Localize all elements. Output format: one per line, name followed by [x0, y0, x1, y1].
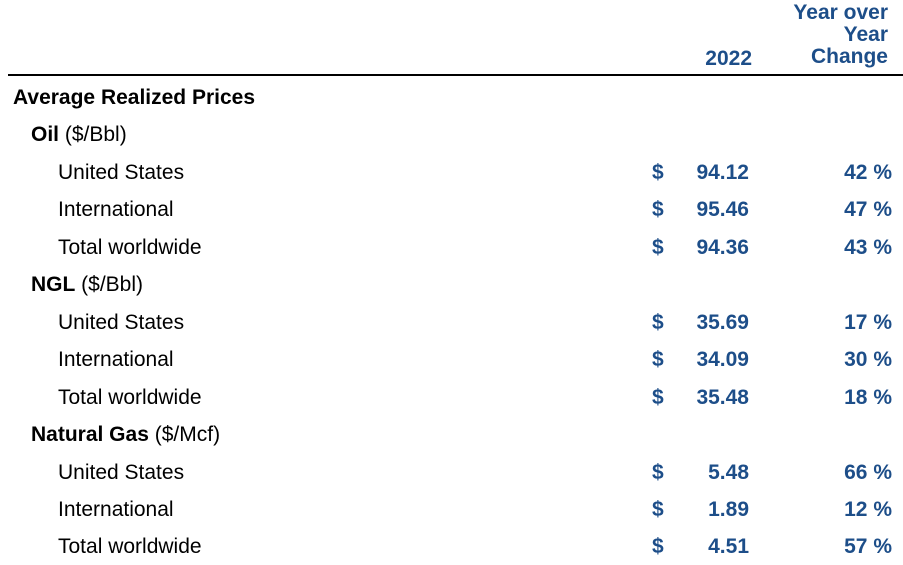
row-label: United States	[58, 461, 185, 484]
change-value: 57 %	[844, 535, 892, 558]
table-row: United States $ 5.48 66 %	[0, 454, 903, 491]
currency-symbol: $	[652, 498, 664, 521]
currency-symbol: $	[652, 198, 664, 221]
change-value: 12 %	[844, 498, 892, 521]
row-label: Total worldwide	[58, 236, 202, 259]
price-value: 34.09	[696, 348, 749, 371]
row-label: Total worldwide	[58, 386, 202, 409]
row-label: International	[58, 198, 174, 221]
currency-symbol: $	[652, 161, 664, 184]
row-label: United States	[58, 161, 185, 184]
group-unit: ($/Bbl)	[81, 273, 144, 296]
currency-symbol: $	[652, 461, 664, 484]
change-value: 66 %	[844, 461, 892, 484]
change-value: 17 %	[844, 311, 892, 334]
currency-symbol: $	[652, 236, 664, 259]
change-value: 30 %	[844, 348, 892, 371]
group-name: Natural Gas	[31, 423, 149, 446]
column-header-yoy-change: Year over Year Change	[745, 2, 888, 68]
change-value: 47 %	[844, 198, 892, 221]
price-value: 94.36	[696, 236, 749, 259]
section-title: Average Realized Prices	[13, 86, 256, 109]
group-label: Oil ($/Bbl)	[31, 124, 127, 146]
price-value: 35.48	[696, 386, 749, 409]
table-row: United States $ 94.12 42 %	[0, 154, 903, 191]
price-value: 94.12	[696, 161, 749, 184]
column-header-yoy-line-1: Year over	[793, 1, 888, 24]
table-row: International $ 95.46 47 %	[0, 191, 903, 228]
table-row: International $ 1.89 12 %	[0, 491, 903, 528]
change-value: 43 %	[844, 236, 892, 259]
group-label: Natural Gas ($/Mcf)	[31, 424, 220, 446]
row-label: United States	[58, 311, 185, 334]
table-row: United States $ 35.69 17 %	[0, 304, 903, 341]
group-unit: ($/Mcf)	[154, 423, 221, 446]
table-row: International $ 34.09 30 %	[0, 341, 903, 378]
section-title-row: Average Realized Prices	[0, 79, 903, 116]
price-value: 1.89	[708, 498, 749, 521]
table-row: Total worldwide $ 94.36 43 %	[0, 229, 903, 266]
group-name: Oil	[31, 123, 60, 146]
column-header-yoy-line-3: Change	[810, 45, 888, 68]
group-header-natural-gas: Natural Gas ($/Mcf)	[0, 416, 903, 453]
currency-symbol: $	[652, 386, 664, 409]
price-value: 95.46	[696, 198, 749, 221]
group-header-ngl: NGL ($/Bbl)	[0, 266, 903, 303]
change-value: 42 %	[844, 161, 892, 184]
group-name: NGL	[31, 273, 76, 296]
header-divider	[8, 74, 903, 76]
column-header-yoy-line-2: Year	[843, 23, 888, 46]
currency-symbol: $	[652, 535, 664, 558]
table-row: Total worldwide $ 35.48 18 %	[0, 379, 903, 416]
currency-symbol: $	[652, 311, 664, 334]
currency-symbol: $	[652, 348, 664, 371]
group-label: NGL ($/Bbl)	[31, 274, 143, 296]
row-label: International	[58, 348, 174, 371]
group-unit: ($/Bbl)	[64, 123, 127, 146]
row-label: Total worldwide	[58, 535, 202, 558]
column-header-year: 2022	[705, 47, 752, 70]
price-value: 5.48	[708, 461, 749, 484]
group-header-oil: Oil ($/Bbl)	[0, 116, 903, 153]
price-value: 4.51	[708, 535, 749, 558]
change-value: 18 %	[844, 386, 892, 409]
row-label: International	[58, 498, 174, 521]
table-row: Total worldwide $ 4.51 57 %	[0, 528, 903, 565]
price-value: 35.69	[696, 311, 749, 334]
